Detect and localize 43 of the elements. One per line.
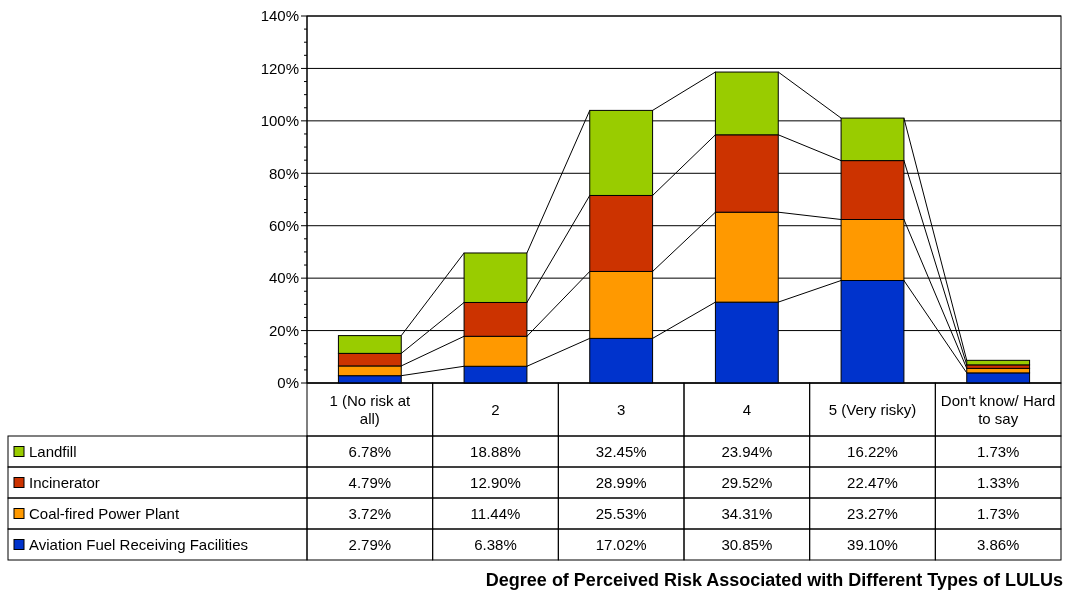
x-tick-label: 3 [616, 400, 626, 418]
data-label: 25.53% [595, 504, 647, 522]
data-label: 6.38% [474, 535, 517, 553]
data-label: 17.02% [595, 535, 647, 553]
data-label: 32.45% [595, 442, 647, 460]
x-tick-label: Don't know/ Hard to say [940, 391, 1056, 427]
data-label: 16.22% [847, 442, 898, 460]
data-label: 6.78% [348, 442, 392, 460]
y-tick-label: 60% [268, 216, 299, 234]
legend-label: Coal-fired Power Plant [29, 504, 180, 522]
data-label: 30.85% [721, 535, 773, 553]
data-label: 22.47% [847, 473, 898, 491]
legend-label: Landfill [29, 442, 77, 460]
data-label: 23.94% [721, 442, 773, 460]
y-tick-label: 140% [260, 7, 299, 25]
data-label: 12.90% [470, 473, 521, 491]
data-label: 3.72% [348, 504, 392, 522]
y-tick-label: 120% [260, 59, 299, 77]
x-tick-label: 4 [742, 400, 752, 418]
data-label: 23.27% [847, 504, 898, 522]
y-tick-label: 80% [268, 164, 299, 182]
data-label: 29.52% [721, 473, 773, 491]
x-tick-label: 2 [491, 400, 500, 418]
data-label: 1.73% [976, 504, 1020, 522]
y-tick-label: 0% [277, 374, 299, 392]
data-label: 4.79% [348, 473, 392, 491]
data-label: 18.88% [470, 442, 521, 460]
y-tick-label: 40% [268, 269, 299, 287]
data-label: 2.79% [348, 535, 392, 553]
x-tick-label: 5 (Very risky) [828, 400, 917, 418]
text: Degree of Perceived Risk Associated with Different Types of LULUs [485, 570, 1063, 590]
legend-label: Aviation Fuel Receiving Facilities [29, 535, 248, 553]
data-label: 11.44% [470, 504, 521, 522]
data-label: 39.10% [847, 535, 898, 553]
data-label: 1.33% [976, 473, 1020, 491]
x-tick-label: 1 (No risk at all) [329, 391, 412, 427]
data-label: 3.86% [976, 535, 1020, 553]
data-label: 28.99% [595, 473, 647, 491]
legend-label: Incinerator [29, 473, 100, 491]
y-tick-label: 100% [260, 112, 299, 130]
data-label: 1.73% [976, 442, 1020, 460]
data-label: 34.31% [721, 504, 773, 522]
y-tick-label: 20% [268, 321, 299, 339]
